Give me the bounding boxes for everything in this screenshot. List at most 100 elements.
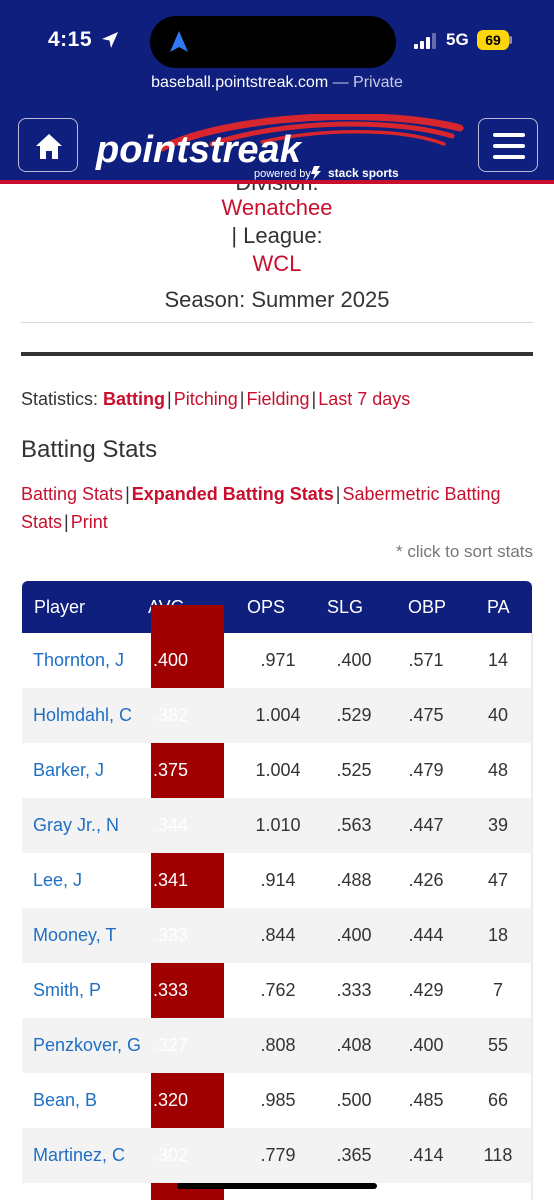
battery-tip: [509, 36, 512, 44]
stat-type-links: Batting Stats | Expanded Batting Stats | Sab…: [21, 484, 501, 532]
obp-cell: .444: [408, 925, 444, 945]
slg-cell: .333: [336, 980, 372, 1000]
obp-cell: .400: [408, 1035, 444, 1055]
col-slg[interactable]: SLG: [327, 597, 364, 617]
season-label: Season: Summer 2025: [164, 287, 390, 312]
pa-cell: 55: [487, 1035, 509, 1055]
ops-cell: 1.004: [255, 705, 301, 725]
table-border: [531, 633, 533, 1200]
home-button[interactable]: [18, 118, 78, 172]
player-link[interactable]: Bean, B: [33, 1090, 98, 1110]
navigation-arrow-icon: [170, 31, 188, 52]
tab-batting[interactable]: Batting: [103, 389, 166, 409]
player-link[interactable]: Barker, J: [33, 760, 105, 780]
tab-last-7-days[interactable]: Last 7 days: [318, 389, 411, 409]
division-label: Division:: [0, 184, 554, 196]
signal-icon: [414, 33, 440, 49]
status-bar: 4:15 5G 69: [0, 0, 554, 80]
ops-cell: .844: [260, 925, 296, 945]
ops-cell: .914: [260, 870, 296, 890]
player-link[interactable]: Lee, J: [33, 870, 83, 890]
avg-cell: .375: [153, 760, 189, 780]
obp-cell: .475: [408, 705, 444, 725]
pa-cell: 40: [487, 705, 509, 725]
ops-cell: .779: [260, 1145, 296, 1165]
col-pa[interactable]: PA: [487, 597, 510, 617]
link-sabermetric-batting-stats[interactable]: Sabermetric Batting Stats: [21, 484, 501, 532]
league-link[interactable]: WCL: [252, 251, 302, 276]
link-batting-stats[interactable]: Batting Stats: [21, 484, 124, 504]
table-row: Gray Jr., N .344 1.010 .563 .447 39: [22, 798, 532, 853]
home-indicator: [177, 1183, 377, 1189]
obp-cell: .447: [408, 815, 444, 835]
league-label: | League:: [231, 223, 323, 248]
col-player[interactable]: Player: [34, 597, 86, 617]
player-link[interactable]: Martinez, C: [33, 1145, 126, 1165]
player-link[interactable]: Thornton, J: [33, 650, 125, 670]
slg-cell: .408: [336, 1035, 372, 1055]
link-print[interactable]: Print: [70, 512, 108, 532]
home-icon: [36, 134, 62, 159]
pa-cell: 66: [487, 1090, 509, 1110]
address-bar[interactable]: baseball.pointstreak.com — Private: [0, 74, 554, 92]
link-expanded-batting-stats[interactable]: Expanded Batting Stats: [131, 484, 334, 504]
statistics-nav: Statistics: Batting | Pitching | Fielding | La…: [21, 389, 411, 409]
batting-stats-table: Player AVG OPS SLG OBP PA Thornton, J .40…: [22, 581, 532, 1200]
ops-cell: 1.004: [255, 760, 301, 780]
pa-cell: 48: [487, 760, 509, 780]
network-type: 5G: [446, 30, 469, 49]
stack-sports-icon: [311, 166, 321, 180]
table-row: Thornton, J .400 .971 .400 .571 14: [22, 633, 532, 688]
slg-cell: .529: [336, 705, 372, 725]
slg-cell: .563: [336, 815, 372, 835]
private-label: — Private: [332, 74, 403, 91]
pa-cell: 39: [487, 815, 509, 835]
player-link[interactable]: Mooney, T: [33, 925, 117, 945]
avg-cell: .320: [153, 1090, 189, 1110]
header-red-strip: [0, 180, 554, 184]
pointstreak-logo: pointstreak powered by stack sports: [95, 114, 464, 180]
table-row: Lee, J .341 .914 .488 .426 47: [22, 853, 532, 908]
ops-cell: .971: [260, 650, 296, 670]
logo-wordmark: pointstreak: [95, 129, 303, 171]
slg-cell: .400: [336, 925, 372, 945]
sort-note: * click to sort stats: [396, 542, 533, 561]
ops-cell: .985: [260, 1090, 296, 1110]
obp-cell: .429: [408, 980, 444, 1000]
avg-cell: .333: [153, 925, 189, 945]
status-time: 4:15: [48, 28, 93, 51]
avg-cell: .382: [153, 705, 189, 725]
table-row: Martinez, C .302 .779 .365 .414 118: [22, 1128, 532, 1183]
table-row: Mooney, T .333 .844 .400 .444 18: [22, 908, 532, 963]
avg-cell: .333: [153, 980, 189, 1000]
slg-cell: .500: [336, 1090, 372, 1110]
avg-cell: .327: [153, 1035, 189, 1055]
table-row: Smith, P .333 .762 .333 .429 7: [22, 963, 532, 1018]
battery-icon: 69: [477, 30, 509, 50]
pa-cell: 47: [487, 870, 509, 890]
obp-cell: .571: [408, 650, 444, 670]
table-row: Holmdahl, C .382 1.004 .529 .475 40: [22, 688, 532, 743]
slg-cell: .488: [336, 870, 372, 890]
col-ops[interactable]: OPS: [247, 597, 286, 617]
slg-cell: .400: [336, 650, 372, 670]
player-link[interactable]: Holmdahl, C: [33, 705, 133, 725]
col-obp[interactable]: OBP: [408, 597, 447, 617]
site-header: pointstreak powered by stack sports: [0, 114, 554, 184]
dynamic-island: [150, 16, 396, 68]
obp-cell: .426: [408, 870, 444, 890]
player-link[interactable]: Gray Jr., N: [33, 815, 120, 835]
slg-cell: .525: [336, 760, 372, 780]
tab-fielding[interactable]: Fielding: [246, 389, 310, 409]
divider: [21, 322, 533, 323]
pa-cell: 18: [487, 925, 509, 945]
slg-cell: .365: [336, 1145, 372, 1165]
division-link[interactable]: Wenatchee: [221, 195, 333, 220]
player-link[interactable]: Smith, P: [33, 980, 102, 1000]
player-link[interactable]: Penzkover, G: [33, 1035, 142, 1055]
tab-pitching[interactable]: Pitching: [173, 389, 238, 409]
obp-cell: .485: [408, 1090, 444, 1110]
browser-chrome: 4:15 5G 69 baseball.pointstreak.com — Pr…: [0, 0, 554, 184]
menu-button[interactable]: [478, 118, 538, 172]
avg-cell: .341: [153, 870, 189, 890]
